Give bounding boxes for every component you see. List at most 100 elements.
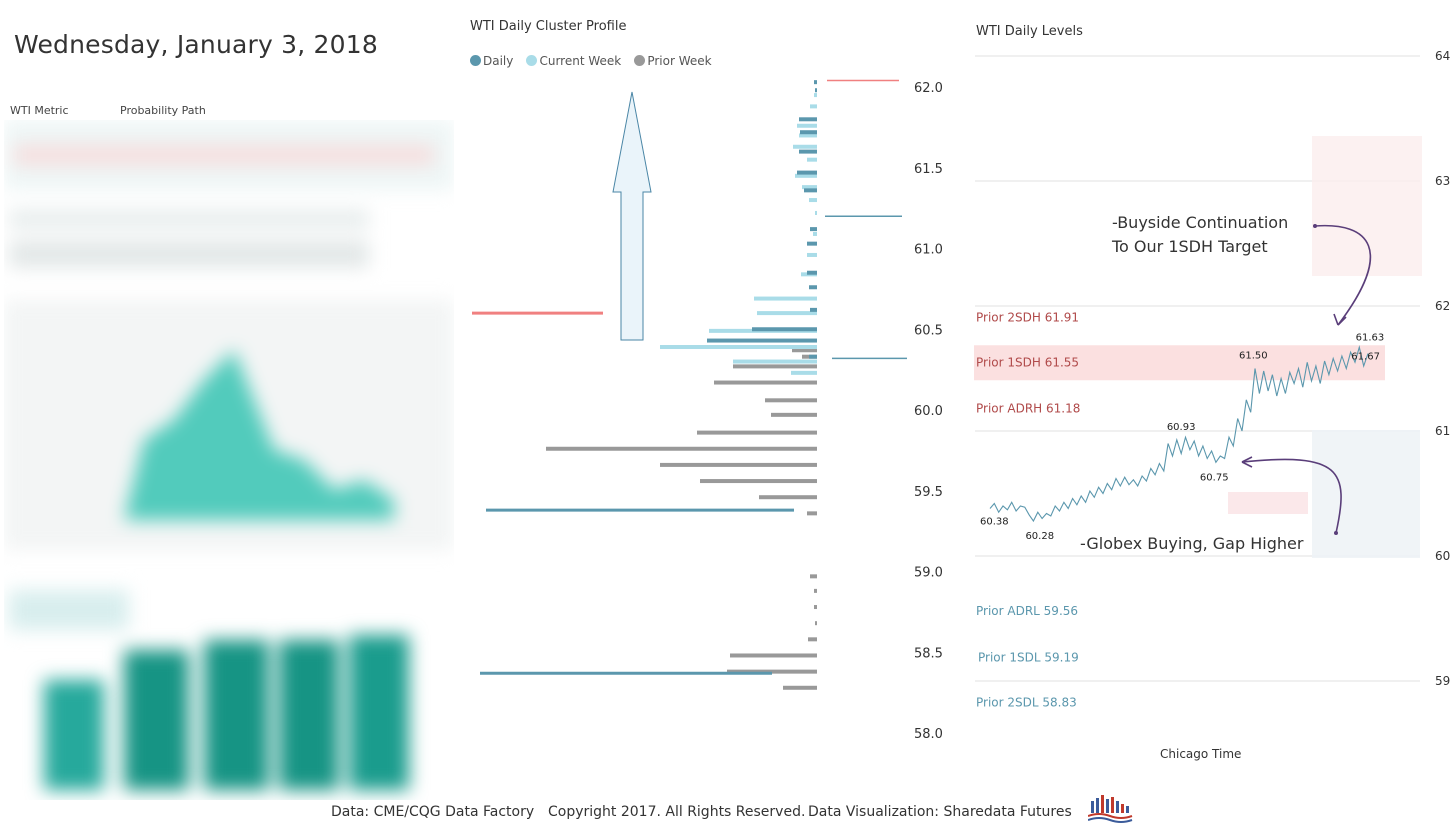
profile-bar-current-week-0 [814,93,817,98]
profile-y-tick-2: 61.0 [914,243,943,258]
tab-probability-path[interactable]: Probability Path [120,104,206,117]
profile-bar-prior-week-5 [771,412,817,417]
profile-bar-current-week-17 [733,359,817,364]
legend-daily-label: Daily [483,54,514,68]
annotation-arrow-2 [1241,458,1342,534]
profile-bar-prior-week-4 [765,398,817,403]
profile-bar-prior-week-0 [792,348,817,353]
profile-bar-prior-week-13 [814,588,817,593]
legend-daily-swatch [470,55,481,66]
profile-y-tick-8: 58.0 [914,727,943,742]
annotation-buyside-line-1: To Our 1SDH Target [1111,237,1268,256]
profile-bar-current-week-9 [815,210,817,215]
levels-y-tick-1: 63 [1435,174,1450,188]
price-line [989,345,1369,523]
legend-prior-week-label: Prior Week [647,54,712,68]
price-point-label-3: 60.75 [1200,472,1229,483]
upper-shade-box [1312,136,1422,276]
profile-bar-prior-week-15 [815,621,817,626]
profile-bar-prior-week-7 [546,446,817,451]
price-point-label-6: 61.67 [1351,351,1380,362]
level-label-1: Prior 1SDH 61.55 [976,355,1079,369]
footer: Data: CME/CQG Data Factory Copyright 201… [0,795,1456,827]
footer-credit: Data Visualization: Sharedata Futures [808,804,1072,820]
profile-bar-current-week-16 [660,345,817,350]
page-title: Wednesday, January 3, 2018 [14,30,378,59]
price-point-label-2: 60.93 [1167,422,1196,433]
profile-bar-current-week-7 [802,185,817,190]
profile-bar-daily-6 [804,188,817,193]
daily-levels-chart: 64 63 62 61 60 59 Prior 2SDH 61.91 Prior 1SDH 6… [974,49,1450,761]
profile-bar-current-week-3 [799,133,817,138]
levels-y-tick-0: 64 [1435,49,1450,63]
profile-bar-prior-week-8 [660,462,817,467]
annotation-buyside-line-0: -Buyside Continuation [1112,213,1288,232]
sharedata-logo-icon [1088,795,1133,823]
cluster-profile-legend: Daily Current Week Prior Week [470,50,720,69]
legend-prior-week-swatch [634,55,646,66]
price-point-label-5: 61.63 [1356,332,1385,343]
price-point-label-0: 60.38 [980,517,1009,528]
profile-bar-daily-9 [807,270,817,275]
annotation-globex: -Globex Buying, Gap Higher [1080,534,1304,553]
levels-x-axis-label: Chicago Time [1160,747,1241,761]
profile-bar-prior-week-16 [808,637,817,642]
tab-wti-metric[interactable]: WTI Metric [10,104,69,117]
legend-daily: Daily [470,54,513,68]
profile-bar-daily-7 [810,227,817,232]
legend-current-week-label: Current Week [539,54,622,68]
profile-bar-prior-week-14 [814,605,817,610]
profile-y-tick-6: 59.0 [914,566,943,581]
cluster-profile-chart: 62.0 61.5 61.0 60.5 60.0 59.5 59.0 58.5 58.0 [472,79,943,742]
footer-source: Data: CME/CQG Data Factory [331,804,535,820]
profile-y-tick-4: 60.0 [914,404,943,419]
legend-current-week: Current Week [526,54,621,68]
profile-bar-current-week-6 [795,173,817,178]
profile-bar-daily-11 [810,307,817,312]
profile-y-tick-7: 58.5 [914,646,943,661]
levels-y-tick-4: 60 [1435,549,1450,563]
profile-bar-daily-4 [799,149,817,154]
profile-bar-prior-week-10 [759,495,817,500]
profile-bar-current-week-5 [807,157,817,162]
legend-prior-week: Prior Week [634,54,712,68]
up-arrow-icon [612,91,652,341]
gap-shade-box [1228,492,1308,514]
annotation-arrowhead-2 [1241,456,1253,468]
profile-bar-current-week-18 [791,370,817,375]
lower-shade-box [1312,430,1420,558]
legend-current-week-swatch [526,55,538,66]
annotation-arrowhead-1 [1333,313,1347,326]
level-label-3: Prior ADRL 59.56 [976,604,1078,618]
profile-bar-prior-week-9 [700,479,817,484]
profile-bar-current-week-10 [813,231,817,236]
profile-bar-prior-week-17 [730,653,817,658]
profile-bar-prior-week-19 [783,685,817,690]
profile-bar-prior-week-18 [727,669,817,674]
levels-y-tick-3: 61 [1435,424,1450,438]
level-label-0: Prior 2SDH 61.91 [976,310,1079,324]
cluster-profile-title: WTI Daily Cluster Profile [470,19,627,34]
profile-y-tick-1: 61.5 [914,162,943,177]
profile-bar-daily-1 [815,88,817,93]
profile-bar-current-week-2 [797,123,817,128]
profile-bar-daily-5 [797,170,817,175]
profile-bar-daily-14 [809,354,817,359]
level-label-5: Prior 2SDL 58.83 [976,695,1077,709]
profile-bar-daily-10 [809,285,817,290]
price-point-label-1: 60.28 [1025,531,1054,542]
profile-bar-current-week-14 [757,311,817,316]
levels-y-tick-5: 59 [1435,674,1450,688]
profile-bar-prior-week-2 [733,364,817,369]
level-label-4: Prior 1SDL 59.19 [978,650,1079,664]
profile-bar-current-week-4 [793,144,817,149]
cluster-profile-panel: WTI Daily Cluster Profile Daily Current … [462,0,972,790]
profile-bar-daily-2 [799,117,817,122]
profile-y-tick-3: 60.5 [914,323,943,338]
profile-bar-current-week-8 [809,198,817,203]
profile-bar-current-week-1 [810,104,817,109]
price-point-label-4: 61.50 [1239,351,1268,362]
daily-levels-title: WTI Daily Levels [976,24,1083,39]
profile-bar-prior-week-6 [697,430,817,435]
profile-bar-prior-week-12 [810,574,817,579]
